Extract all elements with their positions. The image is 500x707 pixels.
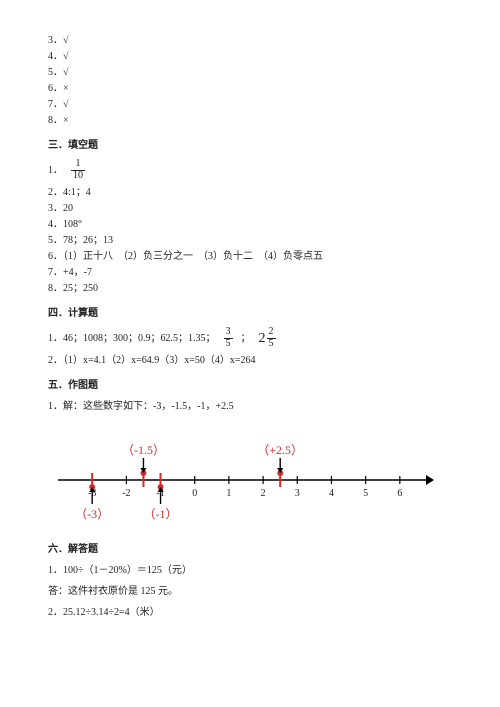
section6-heading: 六．解答题 [48, 542, 452, 557]
svg-text:（-3）: （-3） [75, 507, 109, 521]
s6-line1: 1．100÷（1－20%）＝125（元） [48, 563, 452, 578]
numberline: -3-2-10123456（-3）（-1.5）（-1）（+2.5） [48, 428, 452, 528]
mixed-frac: 2 5 [267, 327, 276, 349]
s3-line5: 5．78；26；13 [48, 233, 452, 248]
fraction-3-5: 3 5 [224, 327, 233, 349]
judgment-item: 6．× [48, 81, 452, 96]
svg-text:3: 3 [295, 488, 300, 499]
frac-den: 10 [71, 171, 85, 182]
section4-heading: 四．计算题 [48, 306, 452, 321]
s3-line2: 2．4:1；4 [48, 185, 452, 200]
s3-line3: 3．20 [48, 201, 452, 216]
s3-line7: 7．+4，-7 [48, 265, 452, 280]
judgment-num: 4 [48, 51, 53, 62]
svg-text:（-1）: （-1） [144, 507, 178, 521]
judgment-mark: √ [63, 51, 69, 62]
svg-text:-2: -2 [122, 488, 130, 499]
judgment-item: 4．√ [48, 49, 452, 64]
s4-l1-prefix: 1．46；1008；300；0.9；62.5；1.35； [48, 331, 216, 346]
judgment-num: 7 [48, 99, 53, 110]
svg-text:（+2.5）: （+2.5） [257, 443, 303, 457]
frac-den: 5 [267, 339, 276, 350]
svg-text:5: 5 [363, 488, 368, 499]
svg-text:6: 6 [397, 488, 402, 499]
judgment-mark: √ [63, 99, 69, 110]
svg-text:（-1.5）: （-1.5） [122, 443, 165, 457]
frac-num: 2 [267, 327, 276, 339]
page: 3．√ 4．√ 5．√ 6．× 7．√ 8．× 三．填空题 1． 1 10 2．… [0, 0, 500, 707]
svg-text:4: 4 [329, 488, 334, 499]
judgment-item: 5．√ [48, 65, 452, 80]
section3-heading: 三．填空题 [48, 138, 452, 153]
mixed-whole: 2 [259, 328, 266, 349]
s5-line1: 1．解：这些数字如下：-3，-1.5，-1，+2.5 [48, 399, 452, 414]
s4-line2: 2．（1）x=4.1（2）x=64.9（3）x=50（4）x=264 [48, 353, 452, 368]
s3-l1-prefix: 1． [48, 163, 63, 178]
svg-text:0: 0 [192, 488, 197, 499]
frac-num: 3 [224, 327, 233, 339]
judgment-item: 8．× [48, 113, 452, 128]
frac-num: 1 [71, 159, 85, 171]
judgment-mark: √ [63, 67, 69, 78]
judgment-list: 3．√ 4．√ 5．√ 6．× 7．√ 8．× [48, 33, 452, 128]
s3-line4: 4．108° [48, 217, 452, 232]
judgment-item: 3．√ [48, 33, 452, 48]
numberline-svg: -3-2-10123456（-3）（-1.5）（-1）（+2.5） [48, 428, 448, 528]
s3-line8: 8．25；250 [48, 281, 452, 296]
s4-l1-sep: ； [241, 331, 251, 346]
s3-line1: 1． 1 10 [48, 159, 452, 181]
mixed-2-2-5: 2 2 5 [259, 327, 276, 349]
judgment-item: 7．√ [48, 97, 452, 112]
section5-heading: 五．作图题 [48, 378, 452, 393]
svg-text:2: 2 [261, 488, 266, 499]
judgment-mark: × [63, 83, 69, 94]
fraction-1-10: 1 10 [71, 159, 85, 181]
s6-line2: 答：这件衬衣原价是 125 元。 [48, 584, 452, 599]
judgment-num: 6 [48, 83, 53, 94]
judgment-num: 8 [48, 115, 53, 126]
frac-den: 5 [224, 339, 233, 350]
judgment-mark: × [63, 115, 69, 126]
s4-line1: 1．46；1008；300；0.9；62.5；1.35； 3 5 ； 2 2 5 [48, 327, 452, 349]
judgment-num: 3 [48, 35, 53, 46]
judgment-mark: √ [63, 35, 69, 46]
s3-line6: 6．（1）正十八 （2）负三分之一 （3）负十二 （4）负零点五 [48, 249, 452, 264]
svg-text:1: 1 [226, 488, 231, 499]
s6-line3: 2．25.12÷3.14÷2=4（米） [48, 605, 452, 620]
judgment-num: 5 [48, 67, 53, 78]
